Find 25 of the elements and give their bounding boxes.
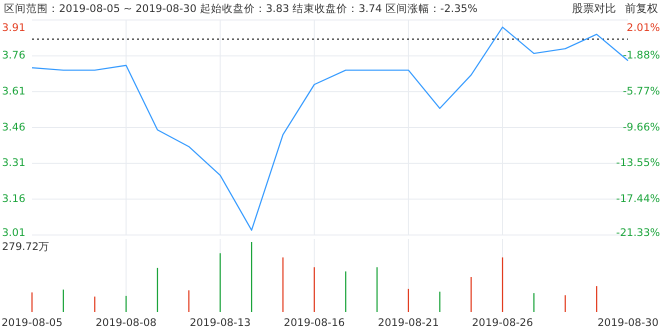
y-tick-label: 3.76 <box>2 50 26 62</box>
text: 前复权 <box>625 2 658 15</box>
x-tick-label: 2019-08-08 <box>96 317 157 329</box>
y2-tick-label: -21.33% <box>616 226 660 239</box>
y2-tick-label: -5.77% <box>622 86 660 98</box>
y2-tick-label: 2.01% <box>626 22 660 34</box>
annotation: 279.72万 <box>2 241 50 253</box>
chart-title: 区间范围：2019-08-05 ~ 2019-08-30 起始收盘价：3.83 结束收盘价：3.74 区间涨幅：-2.35% <box>4 2 478 15</box>
y2-tick-label: -17.44% <box>616 193 660 206</box>
y2-tick-label: -13.55% <box>616 157 660 170</box>
x-tick-label: 2019-08-21 <box>378 317 439 329</box>
x-tick-label: 2019-08-26 <box>472 317 534 329</box>
x-tick-label: 2019-08-13 <box>190 317 251 329</box>
x-tick-label: 2019-08-30 <box>597 317 659 329</box>
y-tick-label: 3.16 <box>2 193 26 206</box>
x-tick-label: 2019-08-05 <box>1 317 63 329</box>
y-tick-label: 3.91 <box>2 22 26 34</box>
x-tick-label: 2019-08-16 <box>284 317 346 329</box>
y-tick-label: 3.01 <box>2 226 26 239</box>
y2-tick-label: -1.88% <box>622 50 660 62</box>
y-tick-label: 3.46 <box>2 121 26 134</box>
y2-tick-label: -9.66% <box>622 121 660 134</box>
y-tick-label: 3.31 <box>2 157 26 170</box>
text: 股票对比 <box>572 2 616 15</box>
y-tick-label: 3.61 <box>2 86 26 98</box>
